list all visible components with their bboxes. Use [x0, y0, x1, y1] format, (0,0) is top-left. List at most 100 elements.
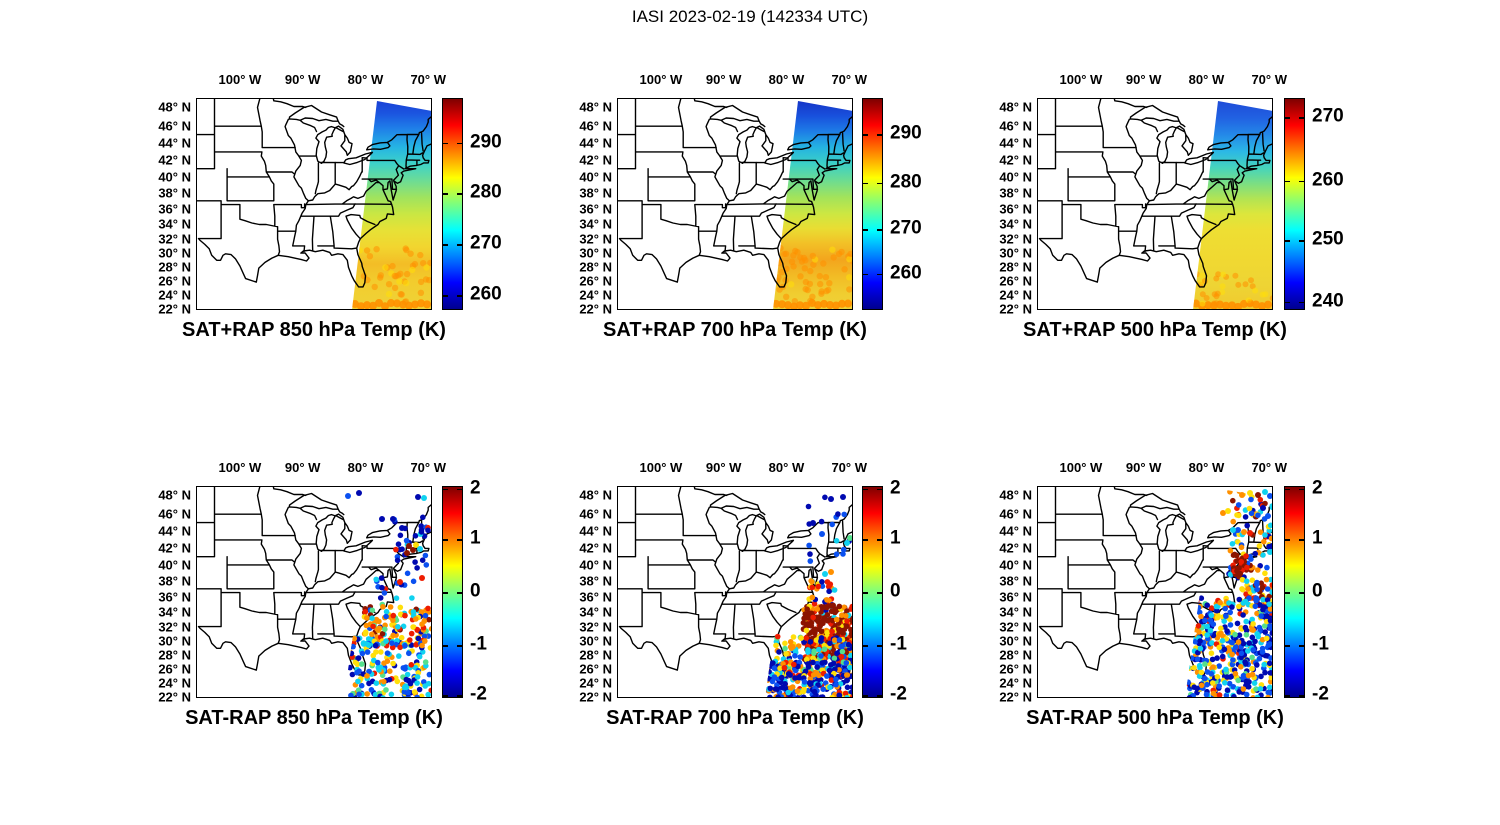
- colorbar-tick: [877, 695, 882, 697]
- lon-tick-label: 100° W: [1059, 72, 1103, 87]
- colorbar-tick: [1285, 539, 1290, 541]
- scatter-extra-dots: [345, 490, 427, 585]
- axes-box: [1037, 98, 1273, 310]
- colorbar-tick: [443, 592, 448, 594]
- colorbar-tick-label: -2: [1312, 684, 1329, 706]
- lat-tick-label: 24° N: [158, 675, 191, 691]
- colorbar-tick-label: 2: [1312, 477, 1323, 499]
- lat-tick-label: 42° N: [158, 540, 191, 556]
- colorbar-tick: [1299, 240, 1304, 242]
- lon-tick-label: 70° W: [1251, 460, 1287, 475]
- lat-tick-label: 32° N: [579, 231, 612, 247]
- lon-tick-label: 80° W: [768, 460, 805, 475]
- colorbar-tick: [877, 592, 882, 594]
- colorbar-tick: [863, 229, 868, 231]
- lat-tick-label: 38° N: [579, 185, 612, 201]
- lat-tick-label: 34° N: [579, 216, 612, 232]
- colorbar-tick: [877, 645, 882, 647]
- colorbar-tick-label: 240: [1312, 290, 1344, 312]
- colorbar-tick: [863, 539, 868, 541]
- colorbar-tick-label: 2: [890, 477, 901, 499]
- colorbar-tick-label: 290: [470, 131, 502, 153]
- colorbar-tick: [443, 695, 448, 697]
- state-outlines: [617, 486, 853, 676]
- map-svg: [196, 486, 432, 698]
- colorbar-tick-label: 270: [890, 217, 922, 239]
- lon-tick-label: 90° W: [1125, 460, 1162, 475]
- lon-tick-label: 100° W: [218, 72, 262, 87]
- lat-tick-label: 30° N: [999, 245, 1032, 261]
- colorbar-tick: [877, 539, 882, 541]
- lat-tick-label: 30° N: [158, 245, 191, 261]
- lat-tick-label: 48° N: [999, 487, 1032, 503]
- lat-tick-label: 24° N: [999, 675, 1032, 691]
- panel-title: SAT-RAP 500 hPa Temp (K): [1026, 707, 1284, 729]
- colorbar-tick-label: 280: [890, 171, 922, 193]
- lon-tick-label: 100° W: [639, 460, 683, 475]
- lat-tick-label: 40° N: [999, 169, 1032, 185]
- lat-tick-label: 46° N: [999, 506, 1032, 522]
- lat-tick-label: 28° N: [579, 259, 612, 275]
- colorbar: [862, 98, 883, 310]
- swath-warm-speckles: [352, 245, 432, 310]
- lat-tick-label: 36° N: [158, 201, 191, 216]
- lat-tick-label: 38° N: [158, 185, 191, 201]
- lat-tick-label: 46° N: [158, 506, 191, 522]
- lat-tick-label: 24° N: [999, 287, 1032, 303]
- colorbar-tick: [1299, 695, 1304, 697]
- lat-tick-label: 22° N: [158, 689, 191, 705]
- colorbar-tick: [1299, 117, 1304, 119]
- colorbar-tick: [877, 134, 882, 136]
- colorbar-tick-label: 270: [470, 232, 502, 254]
- lat-tick-label: 46° N: [158, 118, 191, 134]
- lat-tick-label: 34° N: [999, 604, 1032, 620]
- colorbar-tick: [1299, 592, 1304, 594]
- lon-tick-label: 90° W: [705, 460, 742, 475]
- lat-tick-label: 26° N: [999, 661, 1032, 677]
- colorbar-tick: [877, 229, 882, 231]
- lat-tick-label: 44° N: [158, 135, 191, 151]
- colorbar-tick: [457, 695, 462, 697]
- lat-tick-label: 26° N: [999, 273, 1032, 289]
- lat-tick-label: 22° N: [579, 301, 612, 317]
- lat-tick-label: 32° N: [158, 619, 191, 635]
- colorbar-tick-label: 1: [470, 527, 481, 549]
- lat-tick-label: 48° N: [158, 487, 191, 503]
- colorbar: [1284, 98, 1305, 310]
- colorbar-tick: [1285, 301, 1290, 304]
- lat-tick-label: 46° N: [579, 118, 612, 134]
- colorbar-tick: [443, 645, 448, 647]
- colorbar-tick: [457, 142, 462, 145]
- lat-tick-label: 26° N: [158, 661, 191, 677]
- colorbar-tick: [1299, 488, 1304, 491]
- lat-tick-label: 44° N: [579, 135, 612, 151]
- colorbar-tick: [1285, 645, 1290, 647]
- lat-tick-label: 24° N: [579, 287, 612, 303]
- colorbar-tick-label: -1: [470, 633, 487, 655]
- axes-box: [1037, 486, 1273, 698]
- axes-box: [617, 98, 853, 310]
- lat-tick-label: 44° N: [158, 523, 191, 539]
- swath-warm-speckles: [1193, 271, 1273, 310]
- lon-tick-label: 80° W: [1188, 72, 1225, 87]
- colorbar-tick-label: 0: [470, 580, 481, 602]
- lon-tick-label: 70° W: [1251, 72, 1287, 87]
- lat-tick-label: 44° N: [999, 523, 1032, 539]
- lat-tick-label: 38° N: [999, 185, 1032, 201]
- lat-tick-label: 28° N: [579, 647, 612, 663]
- map-svg: [617, 486, 853, 698]
- temperature-swath: [773, 101, 853, 310]
- lat-tick-label: 38° N: [158, 573, 191, 589]
- colorbar-tick: [1285, 117, 1290, 119]
- lat-tick-label: 36° N: [579, 201, 612, 216]
- lon-tick-label: 100° W: [639, 72, 683, 87]
- panel-title: SAT-RAP 850 hPa Temp (K): [185, 707, 443, 729]
- colorbar-tick: [443, 539, 448, 541]
- colorbar-tick-label: -2: [470, 684, 487, 706]
- panel-title: SAT+RAP 700 hPa Temp (K): [603, 319, 867, 341]
- colorbar-tick-label: 250: [1312, 228, 1344, 250]
- colorbar-tick: [1285, 240, 1290, 242]
- lat-tick-label: 22° N: [158, 301, 191, 317]
